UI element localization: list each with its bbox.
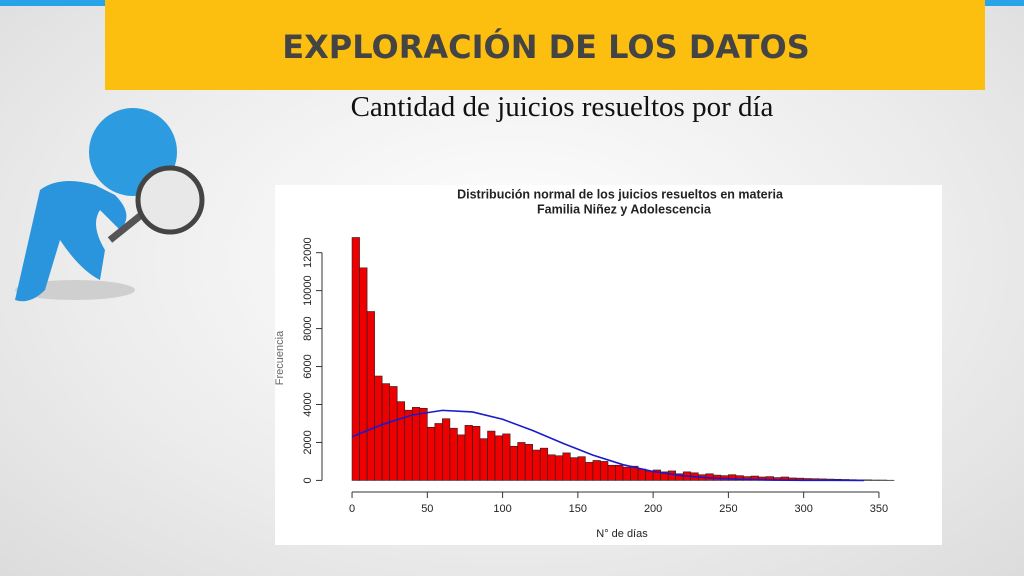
bar [479, 438, 488, 481]
bar [419, 407, 428, 481]
bar [411, 407, 421, 481]
bar [585, 462, 594, 481]
x-tick-label: 250 [719, 503, 737, 515]
bar [517, 442, 526, 481]
bar [502, 433, 511, 481]
bar [539, 447, 549, 481]
bar [359, 267, 368, 481]
bar [427, 426, 436, 481]
bar [863, 479, 872, 481]
bar [554, 455, 564, 481]
bar [449, 427, 458, 481]
bar [607, 464, 616, 481]
bar [396, 401, 406, 481]
x-tick-label: 0 [349, 503, 355, 515]
bar [532, 449, 541, 481]
y-tick-label: 0 [302, 477, 314, 483]
normal-curve [351, 409, 864, 482]
bar [637, 468, 646, 481]
y-tick-label: 8000 [302, 316, 314, 340]
chart-title: Familia Niñez y Adolescencia [537, 202, 712, 216]
bar [547, 454, 556, 481]
top-strip [985, 0, 1024, 6]
top-strip [0, 0, 105, 6]
x-tick-label: 300 [794, 503, 812, 515]
bar [472, 426, 481, 481]
bar [600, 461, 609, 481]
chart-title: Distribución normal de los juicios resue… [457, 187, 784, 201]
bar [592, 460, 601, 481]
bar [351, 237, 360, 481]
chart-background [275, 185, 942, 545]
y-tick-label: 6000 [302, 354, 314, 378]
banner [105, 0, 985, 90]
y-tick-label: 12000 [302, 237, 314, 268]
bar [404, 409, 413, 481]
y-tick-label: 10000 [302, 275, 314, 306]
x-tick-label: 100 [493, 503, 511, 515]
x-tick-label: 350 [870, 503, 888, 515]
bar [524, 444, 533, 481]
bar [381, 383, 390, 481]
x-tick-label: 150 [569, 503, 587, 515]
y-axis-label: Frecuencia [274, 330, 286, 385]
bar [615, 464, 624, 481]
bar [457, 434, 466, 481]
bar [442, 418, 451, 481]
subheading: Cantidad de juicios resueltos por día [351, 91, 774, 123]
magnifier-figure [15, 108, 205, 302]
bar [487, 430, 496, 481]
heading: EXPLORACIÓN DE LOS DATOS [282, 27, 809, 66]
bar [577, 456, 586, 481]
y-tick-label: 2000 [302, 430, 314, 454]
bar [562, 452, 571, 481]
bar [622, 466, 631, 481]
bar [570, 457, 579, 481]
bar [645, 470, 654, 481]
bar [464, 425, 473, 481]
bar [434, 423, 443, 481]
bar [374, 375, 383, 481]
x-tick-label: 50 [421, 503, 433, 515]
bar [509, 445, 518, 481]
x-tick-label: 200 [644, 503, 662, 515]
bar [667, 470, 677, 481]
bar [366, 311, 375, 481]
y-tick-label: 4000 [302, 392, 314, 416]
x-axis-label: N° de días [596, 528, 648, 540]
bar [494, 435, 503, 481]
bar [389, 386, 398, 481]
